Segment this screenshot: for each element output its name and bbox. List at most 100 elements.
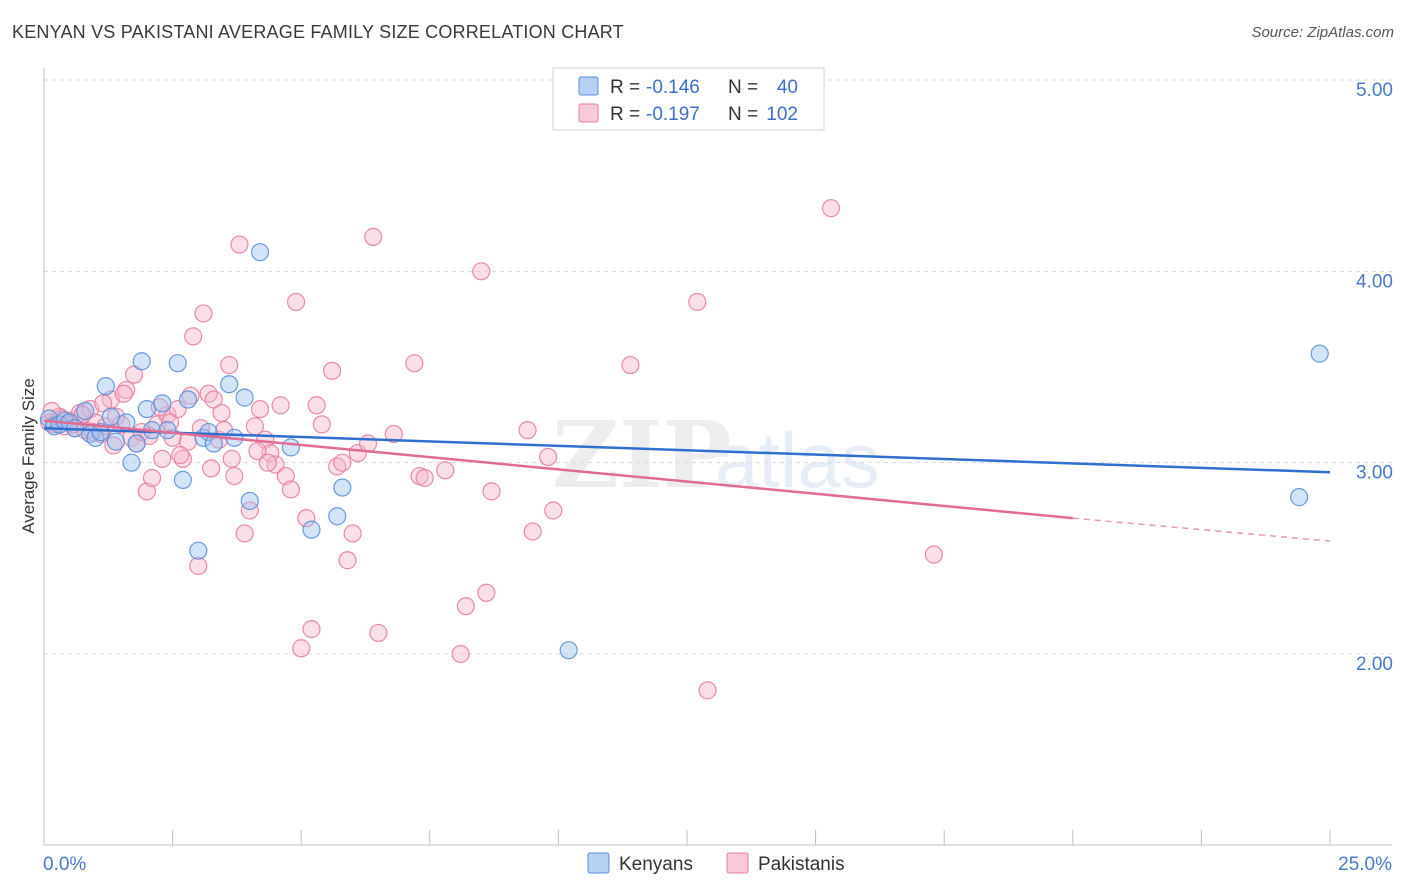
pakistani-point [153,449,172,468]
pakistani-point [302,620,321,639]
pakistani-point [248,442,267,461]
kenyan-point [168,354,187,373]
pakistani-point [338,551,357,570]
pakistani-point [924,545,944,564]
x-ticks [43,830,1331,845]
kenyan-point [1290,488,1309,507]
pakistani-point [258,453,277,472]
pakistani-point [472,262,491,281]
pakistani-point [821,199,841,218]
pakistani-point [358,434,378,453]
pakistani-point [292,639,311,658]
legend-pakistani-n-label: N = [728,104,758,125]
grid-lines [44,79,1392,655]
pakistani-point [286,292,306,312]
kenyan-point [235,388,254,407]
pakistani-point [436,461,455,480]
y-tick-labels: 2.00 3.00 4.00 5.00 [1356,80,1393,675]
kenyan-point [76,401,95,421]
y-tick-label: 5.00 [1356,80,1393,101]
pakistani-point [281,480,301,499]
pakistani-point [477,583,496,602]
y-tick-label: 2.00 [1356,654,1393,675]
axes [43,68,1392,846]
kenyan-point [132,352,151,371]
pakistani-point [312,415,331,434]
pakistani-point [369,623,388,643]
kenyan-point [122,453,141,472]
y-axis-label: Average Family Size [19,378,38,534]
pakistani-point [202,459,221,478]
pakistani-point [171,445,190,465]
kenyan-point [1310,344,1329,363]
kenyan-point [106,432,126,451]
pakistani-point [333,453,352,472]
kenyan-point [153,394,172,413]
kenyan-point [281,438,301,457]
pakistani-point [415,468,434,488]
kenyan-point [127,434,146,453]
source-label: Source: ZipAtlas.com [1251,24,1394,41]
legend-pakistani-r-label: R = [610,104,640,125]
kenyan-point [302,520,321,539]
pakistani-point [482,482,501,501]
legend-pakistani-n-value: 102 [766,104,798,125]
bottom-legend-swatch-kenyan [587,852,610,874]
bottom-legend-pakistani: Pakistanis [758,854,845,875]
pakistani-trend-extension [1072,517,1331,542]
legend-kenyan-r-label: R = [610,77,640,98]
pakistani-point [384,424,403,444]
pakistani-point [225,466,244,486]
pakistani-point [456,597,475,616]
kenyan-point [178,390,198,409]
bottom-legend-kenyan: Kenyans [619,854,693,875]
pakistani-point [142,468,162,488]
pakistani-point [518,421,537,440]
pakistani-point [230,235,249,254]
legend-kenyan-n-value: 40 [777,77,798,98]
legend-swatch-pakistani [578,103,599,123]
kenyan-point [328,507,347,526]
kenyan-point [91,422,110,442]
chart-title: KENYAN VS PAKISTANI AVERAGE FAMILY SIZE … [12,22,624,42]
pakistani-point [194,304,213,323]
pakistani-point [250,399,270,419]
bottom-legend-swatch-pakistani [726,852,749,874]
pakistani-point [124,365,144,384]
series-legend: Kenyans Pakistanis [587,852,845,875]
kenyan-point [250,243,270,262]
kenyan-point [559,641,578,660]
pakistani-point [235,524,254,543]
kenyan-point [173,470,192,489]
pakistani-point [688,292,707,312]
pakistani-point [220,355,239,375]
pakistani-point [114,384,133,403]
trend-lines [43,419,1331,542]
pakistani-trend-line [43,419,1073,520]
kenyan-point [333,478,352,497]
watermark-zip: ZIP [552,401,731,509]
pakistani-point [276,466,295,486]
kenyan-point [137,399,156,419]
pakistani-point [307,396,326,415]
legend-swatch-kenyan [578,76,599,96]
pakistani-point [212,403,231,423]
watermark: ZIP atlas [552,401,880,509]
kenyan-trend-line [43,426,1331,474]
y-tick-label: 4.00 [1356,271,1393,292]
pakistani-point [523,522,542,541]
x-tick-label-left: 0.0% [43,854,86,875]
pakistani-point [544,501,563,520]
x-tick-label-right: 25.0% [1338,854,1392,875]
pakistani-point [451,644,470,664]
legend-kenyan-r-value: -0.146 [646,77,700,98]
pakistani-point [184,327,203,346]
pakistani-point [621,355,640,375]
legend-pakistani-r-value: -0.197 [646,104,700,125]
pakistani-point [343,524,362,543]
pakistani-point [539,447,558,467]
pakistani-point [698,681,717,700]
kenyan-point [240,491,259,511]
kenyan-point [189,541,208,560]
